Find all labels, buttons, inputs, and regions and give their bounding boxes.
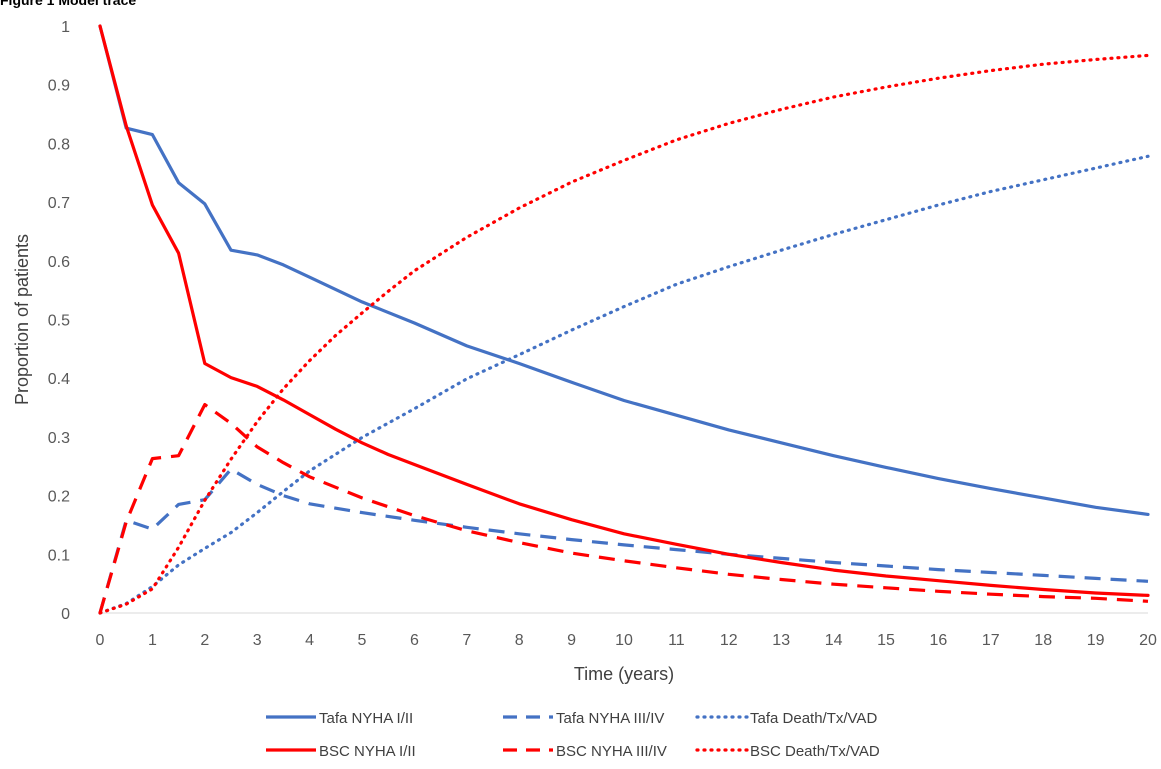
- y-tick-label: 0: [61, 606, 70, 623]
- y-tick-label: 0.1: [48, 547, 70, 564]
- y-tick-label: 0.4: [48, 371, 70, 388]
- y-tick-label: 0.3: [48, 430, 70, 447]
- x-tick-label: 6: [410, 632, 419, 649]
- y-tick-label: 0.8: [48, 136, 70, 153]
- y-axis-ticks: 0 0.1 0.2 0.3 0.4 0.5 0.6 0.7 0.8 0.9 1: [48, 19, 70, 623]
- x-tick-label: 2: [200, 632, 209, 649]
- x-tick-label: 9: [567, 632, 576, 649]
- x-tick-label: 19: [1087, 632, 1105, 649]
- y-tick-label: 0.5: [48, 313, 70, 330]
- legend-label-0: Tafa NYHA I/II: [319, 710, 413, 727]
- x-tick-label: 17: [982, 632, 1000, 649]
- chart-legend: Tafa NYHA I/II Tafa NYHA III/IV Tafa Death…: [266, 710, 880, 760]
- legend-label-4: BSC NYHA III/IV: [556, 743, 667, 760]
- x-tick-label: 16: [930, 632, 948, 649]
- legend-label-5: BSC Death/Tx/VAD: [750, 743, 880, 760]
- y-tick-label: 0.7: [48, 195, 70, 212]
- legend-label-2: Tafa Death/Tx/VAD: [750, 710, 877, 727]
- x-tick-label: 20: [1139, 632, 1157, 649]
- y-tick-label: 0.2: [48, 489, 70, 506]
- x-tick-label: 7: [462, 632, 471, 649]
- x-tick-label: 5: [358, 632, 367, 649]
- x-axis-title: Time (years): [574, 664, 674, 684]
- x-tick-label: 15: [877, 632, 895, 649]
- series-line-4: [98, 403, 1149, 614]
- x-tick-label: 4: [305, 632, 314, 649]
- x-axis-ticks: 0 1 2 3 4 5 6 7 8 9 10 11 12 13 14 15 16 17 18 19 20: [96, 632, 1157, 649]
- x-tick-label: 12: [720, 632, 738, 649]
- x-tick-label: 3: [253, 632, 262, 649]
- x-tick-label: 11: [668, 632, 685, 649]
- series-line-5: [98, 53, 1150, 615]
- x-tick-label: 0: [96, 632, 105, 649]
- y-axis-title: Proportion of patients: [12, 234, 32, 405]
- series-layer: [98, 24, 1150, 615]
- x-tick-label: 18: [1034, 632, 1052, 649]
- series-line-1: [98, 467, 1149, 614]
- y-tick-label: 0.6: [48, 254, 70, 271]
- x-tick-label: 10: [615, 632, 633, 649]
- figure-caption: Figure 1 Model trace: [0, 0, 137, 8]
- legend-label-1: Tafa NYHA III/IV: [556, 710, 664, 727]
- x-tick-label: 8: [515, 632, 524, 649]
- x-tick-label: 14: [825, 632, 843, 649]
- y-tick-label: 0.9: [48, 78, 70, 95]
- x-tick-label: 13: [772, 632, 790, 649]
- x-tick-label: 1: [148, 632, 157, 649]
- series-line-2: [98, 154, 1150, 615]
- series-line-3: [98, 24, 1150, 598]
- y-tick-label: 1: [61, 19, 70, 36]
- legend-label-3: BSC NYHA I/II: [319, 743, 416, 760]
- series-line-0: [98, 24, 1150, 517]
